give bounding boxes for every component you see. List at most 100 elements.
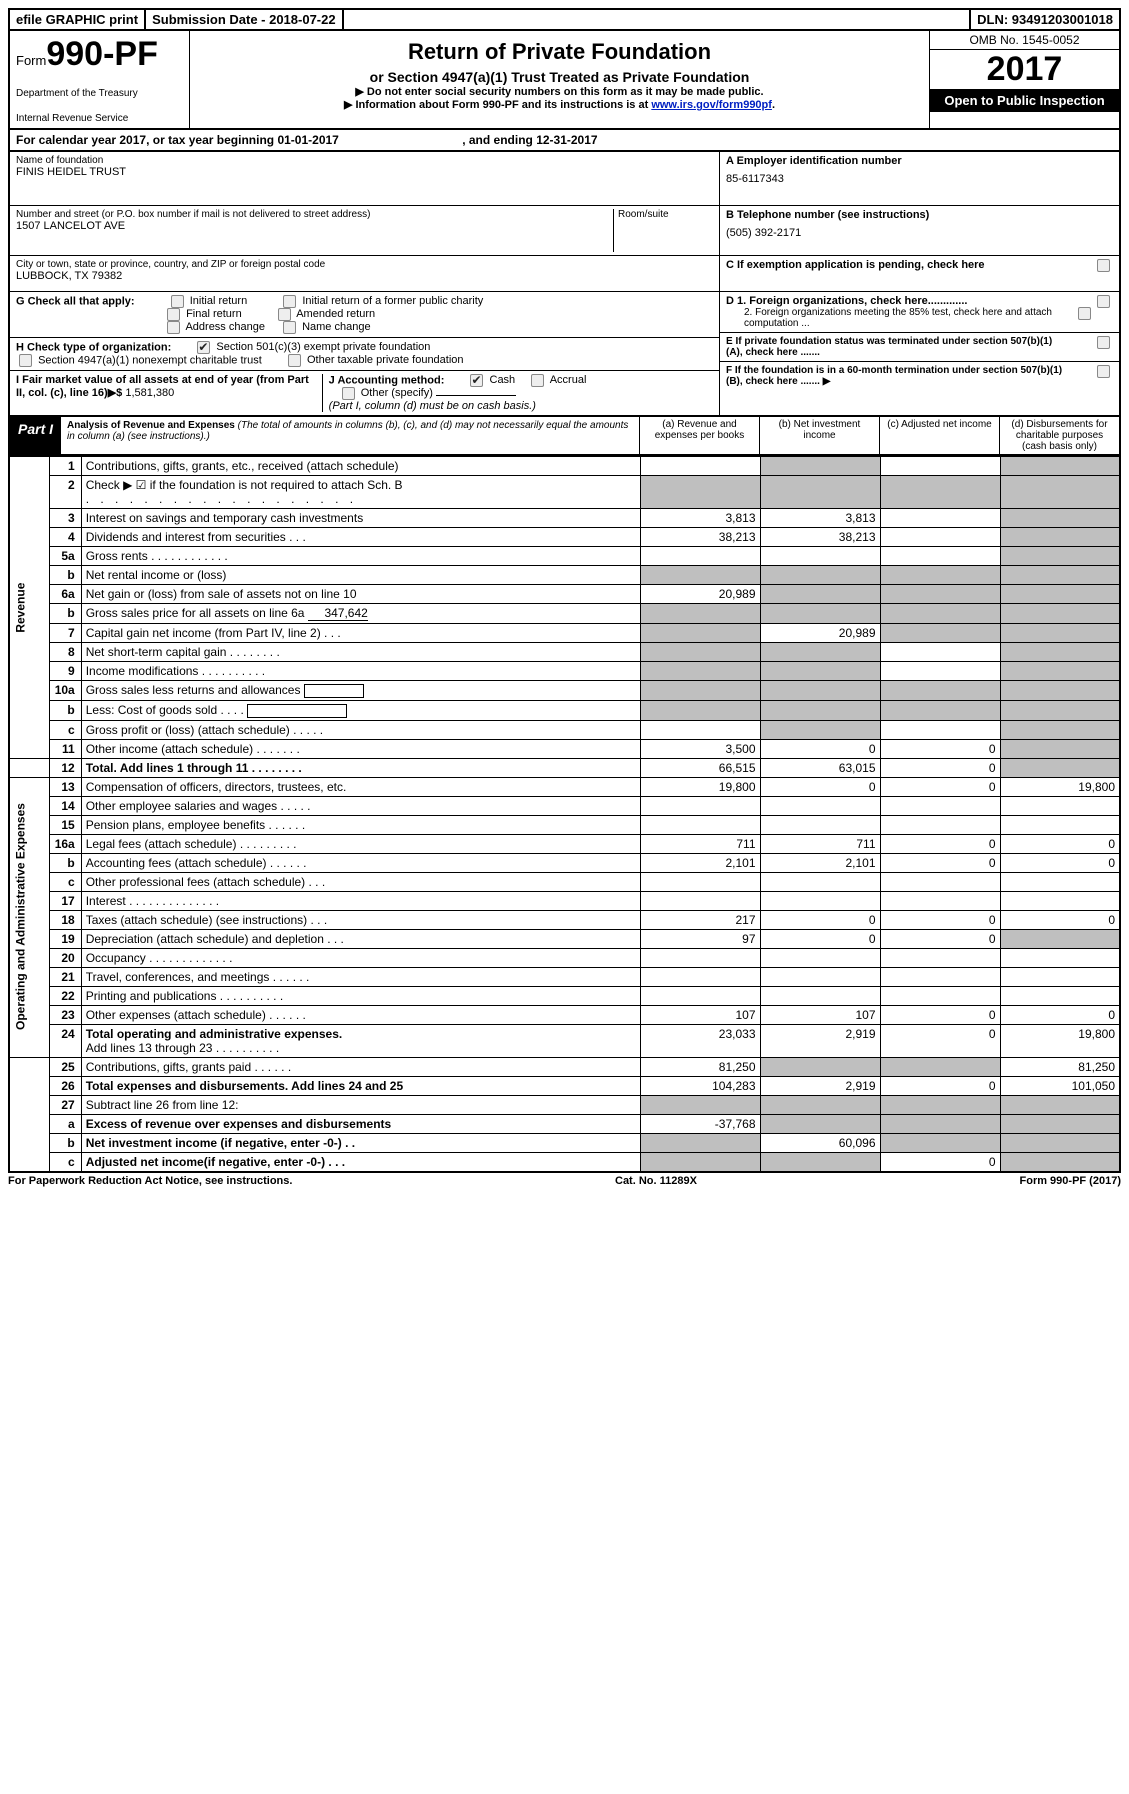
line-22: Printing and publications . . . . . . . …	[81, 986, 640, 1005]
foreign-org-checkbox[interactable]	[1097, 295, 1110, 308]
efile-label: efile GRAPHIC print	[10, 10, 146, 29]
line-26-c: 0	[880, 1076, 1000, 1095]
initial-former-checkbox[interactable]	[283, 295, 296, 308]
line-21: Travel, conferences, and meetings . . . …	[81, 967, 640, 986]
line-27c: Adjusted net income(if negative, enter -…	[81, 1152, 640, 1172]
ein-label: A Employer identification number	[726, 155, 1113, 167]
85pct-checkbox[interactable]	[1078, 307, 1091, 320]
line-7-b: 20,989	[760, 624, 880, 643]
line-6b: Gross sales price for all assets on line…	[81, 604, 640, 624]
section-f: F If the foundation is in a 60-month ter…	[726, 365, 1066, 387]
line-1: Contributions, gifts, grants, etc., rece…	[81, 457, 640, 476]
line-16a-c: 0	[880, 834, 1000, 853]
dln: DLN: 93491203001018	[971, 10, 1119, 29]
ein-value: 85-6117343	[726, 173, 1113, 185]
amended-return-checkbox[interactable]	[278, 308, 291, 321]
page-footer: For Paperwork Reduction Act Notice, see …	[8, 1175, 1121, 1187]
line-13-d: 19,800	[1000, 777, 1120, 796]
line-8: Net short-term capital gain . . . . . . …	[81, 643, 640, 662]
line-25-d: 81,250	[1000, 1057, 1120, 1076]
expenses-side-label: Operating and Administrative Expenses	[9, 777, 49, 1057]
line-12-c: 0	[880, 758, 1000, 777]
line-5b: Net rental income or (loss)	[81, 566, 640, 585]
line-16a-d: 0	[1000, 834, 1120, 853]
line-5a: Gross rents . . . . . . . . . . . .	[81, 547, 640, 566]
line-6b-inline: 347,642	[308, 606, 368, 621]
footer-notice: For Paperwork Reduction Act Notice, see …	[8, 1175, 292, 1187]
line-27: Subtract line 26 from line 12:	[81, 1095, 640, 1114]
tax-year: 2017	[930, 50, 1119, 89]
line-19-a: 97	[640, 929, 760, 948]
initial-return-checkbox[interactable]	[171, 295, 184, 308]
footer-catno: Cat. No. 11289X	[615, 1175, 697, 1187]
line-9: Income modifications . . . . . . . . . .	[81, 662, 640, 681]
section-d2: 2. Foreign organizations meeting the 85%…	[744, 307, 1064, 329]
line-24-c: 0	[880, 1024, 1000, 1057]
line-16a: Legal fees (attach schedule) . . . . . .…	[81, 834, 640, 853]
line-10a: Gross sales less returns and allowances	[81, 681, 640, 701]
line-13: Compensation of officers, directors, tru…	[81, 777, 640, 796]
line-6a-a: 20,989	[640, 585, 760, 604]
line-24-a: 23,033	[640, 1024, 760, 1057]
line-26-b: 2,919	[760, 1076, 880, 1095]
name-change-checkbox[interactable]	[283, 321, 296, 334]
4947a1-checkbox[interactable]	[19, 354, 32, 367]
60month-checkbox[interactable]	[1097, 365, 1110, 378]
line-23-c: 0	[880, 1005, 1000, 1024]
accrual-checkbox[interactable]	[531, 374, 544, 387]
line-26-d: 101,050	[1000, 1076, 1120, 1095]
dept-irs: Internal Revenue Service	[16, 113, 183, 124]
line-3-b: 3,813	[760, 509, 880, 528]
section-d1: D 1. Foreign organizations, check here..…	[726, 295, 967, 307]
line-16c: Other professional fees (attach schedule…	[81, 872, 640, 891]
line-6a: Net gain or (loss) from sale of assets n…	[81, 585, 640, 604]
part-1-label: Part I	[10, 417, 61, 454]
foundation-name: FINIS HEIDEL TRUST	[16, 166, 713, 178]
section-j: J Accounting method: Cash Accrual Other …	[323, 374, 713, 412]
line-16a-a: 711	[640, 834, 760, 853]
line-16b-b: 2,101	[760, 853, 880, 872]
line-26-a: 104,283	[640, 1076, 760, 1095]
final-return-checkbox[interactable]	[167, 308, 180, 321]
calendar-year-row: For calendar year 2017, or tax year begi…	[8, 130, 1121, 152]
top-bar: efile GRAPHIC print Submission Date - 20…	[8, 8, 1121, 31]
line-23-d: 0	[1000, 1005, 1120, 1024]
col-d-header: (d) Disbursements for charitable purpose…	[999, 417, 1119, 454]
exemption-pending-checkbox[interactable]	[1097, 259, 1110, 272]
line-26: Total expenses and disbursements. Add li…	[81, 1076, 640, 1095]
line-16b-d: 0	[1000, 853, 1120, 872]
line-27b: Net investment income (if negative, ente…	[81, 1133, 640, 1152]
submission-date: Submission Date - 2018-07-22	[146, 10, 344, 29]
form-title: Return of Private Foundation	[196, 39, 923, 65]
cash-checkbox[interactable]	[470, 374, 483, 387]
section-g: G Check all that apply: Initial return I…	[10, 292, 719, 338]
status-terminated-checkbox[interactable]	[1097, 336, 1110, 349]
section-h: H Check type of organization: Section 50…	[10, 338, 719, 371]
line-18-b: 0	[760, 910, 880, 929]
other-taxable-checkbox[interactable]	[288, 354, 301, 367]
line-4-b: 38,213	[760, 528, 880, 547]
year-begin: 01-01-2017	[277, 133, 338, 147]
line-27a-a: -37,768	[640, 1114, 760, 1133]
city-state-zip: LUBBOCK, TX 79382	[16, 270, 713, 282]
line-10b: Less: Cost of goods sold . . . .	[81, 700, 640, 720]
line-19: Depreciation (attach schedule) and deple…	[81, 929, 640, 948]
city-label: City or town, state or province, country…	[16, 259, 713, 270]
address-change-checkbox[interactable]	[167, 321, 180, 334]
line-25-a: 81,250	[640, 1057, 760, 1076]
part-1-title: Analysis of Revenue and Expenses	[67, 420, 235, 431]
501c3-checkbox[interactable]	[197, 341, 210, 354]
dept-treasury: Department of the Treasury	[16, 88, 183, 99]
form-subtitle: or Section 4947(a)(1) Trust Treated as P…	[196, 69, 923, 85]
line-18: Taxes (attach schedule) (see instruction…	[81, 910, 640, 929]
omb-number: OMB No. 1545-0052	[930, 31, 1119, 50]
line-18-d: 0	[1000, 910, 1120, 929]
part-1-header: Part I Analysis of Revenue and Expenses …	[8, 417, 1121, 456]
col-b-header: (b) Net investment income	[759, 417, 879, 454]
revenue-side-label: Revenue	[9, 457, 49, 759]
line-25: Contributions, gifts, grants paid . . . …	[81, 1057, 640, 1076]
instr-2-pre: ▶ Information about Form 990-PF and its …	[344, 99, 651, 111]
other-method-checkbox[interactable]	[342, 387, 355, 400]
line-4: Dividends and interest from securities .…	[81, 528, 640, 547]
instructions-link[interactable]: www.irs.gov/form990pf	[651, 99, 772, 111]
